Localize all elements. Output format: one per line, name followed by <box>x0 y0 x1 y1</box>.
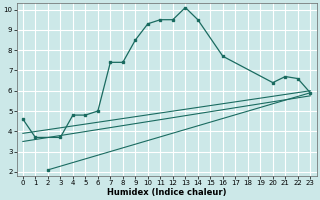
X-axis label: Humidex (Indice chaleur): Humidex (Indice chaleur) <box>107 188 226 197</box>
